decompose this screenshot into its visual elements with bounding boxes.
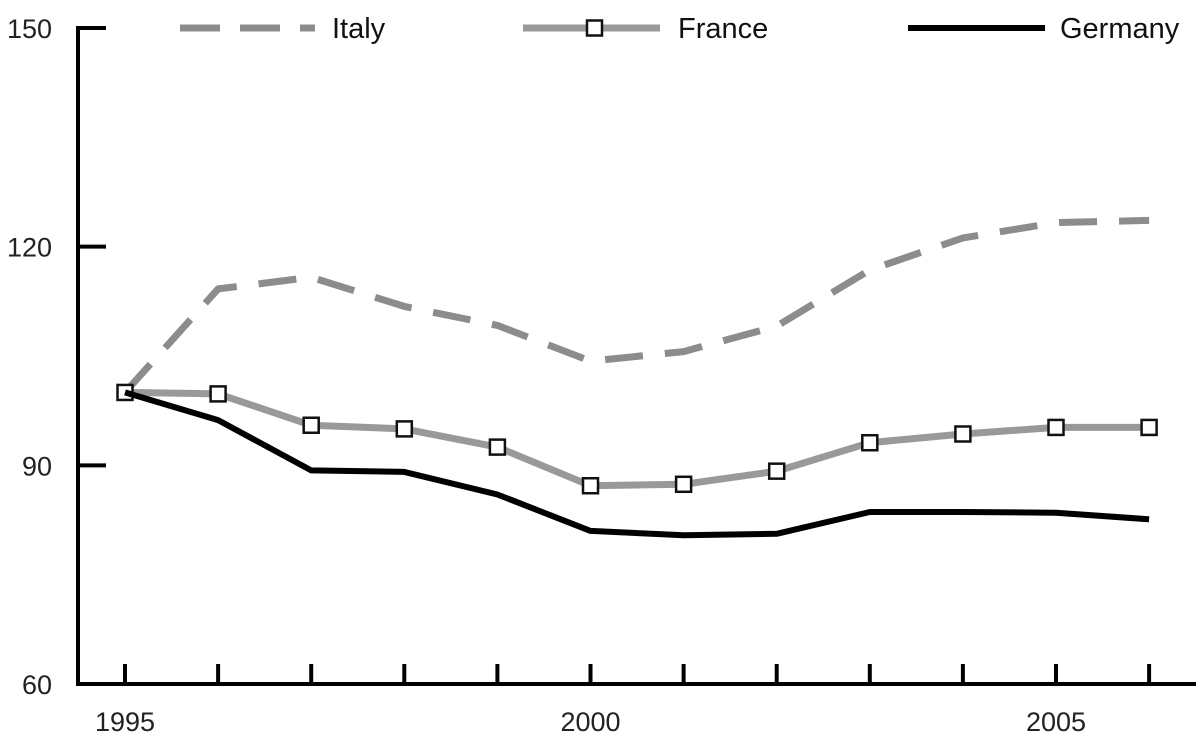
y-tick-label: 120 [7, 233, 52, 263]
y-tick-label: 150 [7, 14, 52, 44]
legend-marker-france [585, 19, 604, 37]
data-point-france [395, 420, 414, 438]
axes: 60 90 120 150 1995 2000 2005 [7, 14, 1196, 737]
legend-label-france: France [678, 13, 768, 45]
series-line-italy [122, 216, 1150, 395]
data-point-france [1047, 418, 1065, 437]
series-line-france [124, 388, 1150, 490]
legend-label-germany: Germany [1060, 13, 1180, 45]
data-point-france [209, 385, 227, 403]
data-point-france [488, 438, 507, 456]
y-tick-label: 60 [22, 670, 52, 700]
data-point-france [302, 416, 320, 434]
x-tick-label: 2005 [1026, 707, 1086, 737]
data-point-france [1140, 418, 1158, 437]
data-point-france [954, 425, 972, 443]
x-tick-label: 1995 [95, 707, 155, 737]
x-tick-label: 2000 [560, 707, 620, 737]
y-tick-label: 90 [22, 451, 52, 481]
data-point-france [861, 433, 879, 452]
legend: Italy France Germany [180, 13, 1180, 45]
data-point-france [767, 462, 786, 480]
legend-label-italy: Italy [332, 13, 386, 45]
series-line-germany [124, 389, 1150, 539]
series-group [116, 216, 1158, 539]
data-point-france [674, 475, 693, 494]
data-point-france [581, 476, 600, 495]
